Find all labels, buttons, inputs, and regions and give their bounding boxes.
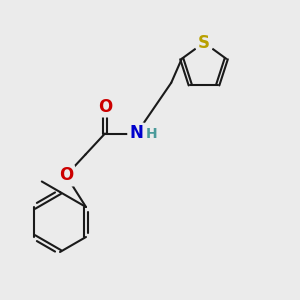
- Text: O: O: [98, 98, 112, 116]
- Text: O: O: [59, 167, 73, 184]
- Circle shape: [97, 98, 113, 115]
- Circle shape: [58, 167, 74, 184]
- Text: H: H: [146, 127, 157, 140]
- Circle shape: [128, 125, 145, 142]
- Circle shape: [194, 33, 214, 52]
- Text: N: N: [130, 124, 143, 142]
- Text: S: S: [198, 34, 210, 52]
